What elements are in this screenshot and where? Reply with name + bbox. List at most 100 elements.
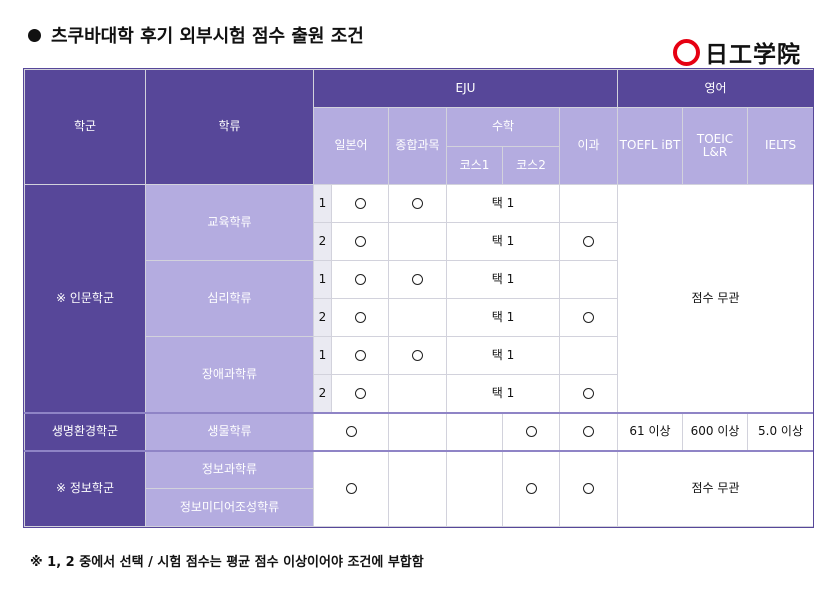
table-row: 심리학류 1 택 1 <box>25 260 814 337</box>
page-title-text: 츠쿠바대학 후기 외부시험 점수 출원 조건 <box>51 26 364 47</box>
option-number: 2 <box>313 222 332 261</box>
course2-cell <box>502 449 560 527</box>
table-row: 생명환경학군 생물학류 61 이상 600 이상 5.0 이상 <box>24 411 815 451</box>
japanese-cell <box>331 222 389 261</box>
general-cell <box>388 260 447 299</box>
japanese-cell <box>331 336 389 375</box>
group-informatics: ※ 정보학군 <box>24 449 146 527</box>
science-cell <box>559 298 618 337</box>
math-cell: 택 1 <box>446 298 560 337</box>
table-row: ※ 정보학군 정보과학류 점수 무관 <box>24 449 815 527</box>
circle-icon <box>345 483 357 495</box>
japanese-cell <box>331 184 389 223</box>
header-category: 학류 <box>145 69 314 185</box>
header-japanese: 일본어 <box>313 107 389 185</box>
header-english: 영어 <box>616 69 815 108</box>
category-biology: 생물학류 <box>145 411 314 451</box>
japanese-cell <box>331 298 389 337</box>
table-row: 정보미디어조성학류 <box>25 488 814 527</box>
circle-icon <box>354 273 366 285</box>
logo-text: 日工学院 <box>705 42 801 68</box>
science-cell <box>559 336 618 375</box>
logo: 日工学院 <box>673 35 801 69</box>
circle-icon <box>345 425 357 437</box>
circle-icon <box>583 387 594 399</box>
japanese-cell <box>331 374 389 413</box>
header-row-2: 일본어 종합과목 수학 이과 TOEFL iBT TOEIC L&R IELTS <box>25 107 815 185</box>
circle-icon <box>412 349 423 361</box>
circle-icon <box>412 197 423 209</box>
math-cell: 택 1 <box>446 374 560 413</box>
option-number: 1 <box>313 336 332 375</box>
footnote: ※ 1, 2 중에서 선택 / 시험 점수는 평균 점수 이상이어야 조건에 부… <box>30 555 424 570</box>
general-cell <box>388 298 447 337</box>
circle-icon <box>583 425 594 437</box>
science-cell <box>559 411 618 451</box>
table-row: ※ 인문학군 교육학류 1 택 1 점수 무관 <box>24 184 815 413</box>
page-title: 츠쿠바대학 후기 외부시험 점수 출원 조건 <box>28 22 364 48</box>
header-ielts: IELTS <box>746 107 815 185</box>
bullet-icon <box>28 28 41 42</box>
circle-icon <box>583 311 594 323</box>
general-cell <box>388 222 447 261</box>
group-life-environment: 생명환경학군 <box>24 411 146 451</box>
course1-cell <box>446 411 503 451</box>
header-course1: 코스1 <box>446 146 503 185</box>
circle-icon <box>354 349 366 361</box>
header-row-1: 학군 학류 EJU 영어 <box>24 69 815 185</box>
science-cell <box>559 260 618 299</box>
table-row: 장애과학류 1 택 1 <box>25 336 814 413</box>
category-education: 교육학류 <box>145 184 314 261</box>
circle-icon <box>583 235 594 247</box>
group-humanities: ※ 인문학군 <box>24 184 146 413</box>
circle-icon <box>354 235 366 247</box>
circle-icon <box>525 425 537 437</box>
option-number: 1 <box>313 184 332 223</box>
circle-icon <box>412 273 423 285</box>
course1-cell <box>446 449 503 527</box>
math-cell: 택 1 <box>446 260 560 299</box>
japanese-cell <box>313 449 389 527</box>
math-cell: 택 1 <box>446 222 560 261</box>
category-computer-science: 정보과학류 <box>145 449 314 489</box>
general-cell <box>388 449 447 527</box>
general-cell <box>388 374 447 413</box>
header-course2: 코스2 <box>502 146 560 185</box>
math-cell: 택 1 <box>446 336 560 375</box>
japanese-cell <box>331 260 389 299</box>
science-cell <box>559 449 618 527</box>
header-science: 이과 <box>559 107 618 185</box>
course2-cell <box>502 411 560 451</box>
header-math: 수학 <box>446 107 560 147</box>
table-row: 2 택 1 <box>25 222 814 261</box>
circle-icon <box>583 483 594 495</box>
math-cell: 택 1 <box>446 184 560 223</box>
english-score-note: 점수 무관 <box>616 449 815 527</box>
circle-icon <box>354 311 366 323</box>
toeic-cell: 600 이상 <box>682 411 748 451</box>
category-disability-science: 장애과학류 <box>145 336 314 413</box>
score-requirements-table: 학군 학류 EJU 영어 일본어 종합과목 수학 이과 TOEFL iBT TO… <box>24 69 815 527</box>
header-group: 학군 <box>24 69 146 185</box>
general-cell <box>388 411 447 451</box>
science-cell <box>559 184 618 223</box>
header-row-3: 코스1 코스2 <box>25 146 814 185</box>
toefl-cell: 61 이상 <box>617 411 683 451</box>
ielts-cell: 5.0 이상 <box>746 411 815 451</box>
japanese-cell <box>313 411 389 451</box>
circle-icon <box>354 197 366 209</box>
science-cell <box>559 374 618 413</box>
category-psychology: 심리학류 <box>145 260 314 337</box>
general-cell <box>388 336 447 375</box>
red-ring-icon <box>673 38 700 66</box>
header-toefl: TOEFL iBT <box>617 107 683 185</box>
circle-icon <box>354 387 366 399</box>
header-eju: EJU <box>313 69 618 108</box>
english-score-note: 점수 무관 <box>616 184 815 413</box>
header-toeic: TOEIC L&R <box>682 107 748 185</box>
circle-icon <box>525 483 537 495</box>
category-media-design: 정보미디어조성학류 <box>145 488 314 527</box>
header-general: 종합과목 <box>388 107 447 185</box>
science-cell <box>559 222 618 261</box>
option-number: 2 <box>313 374 332 413</box>
